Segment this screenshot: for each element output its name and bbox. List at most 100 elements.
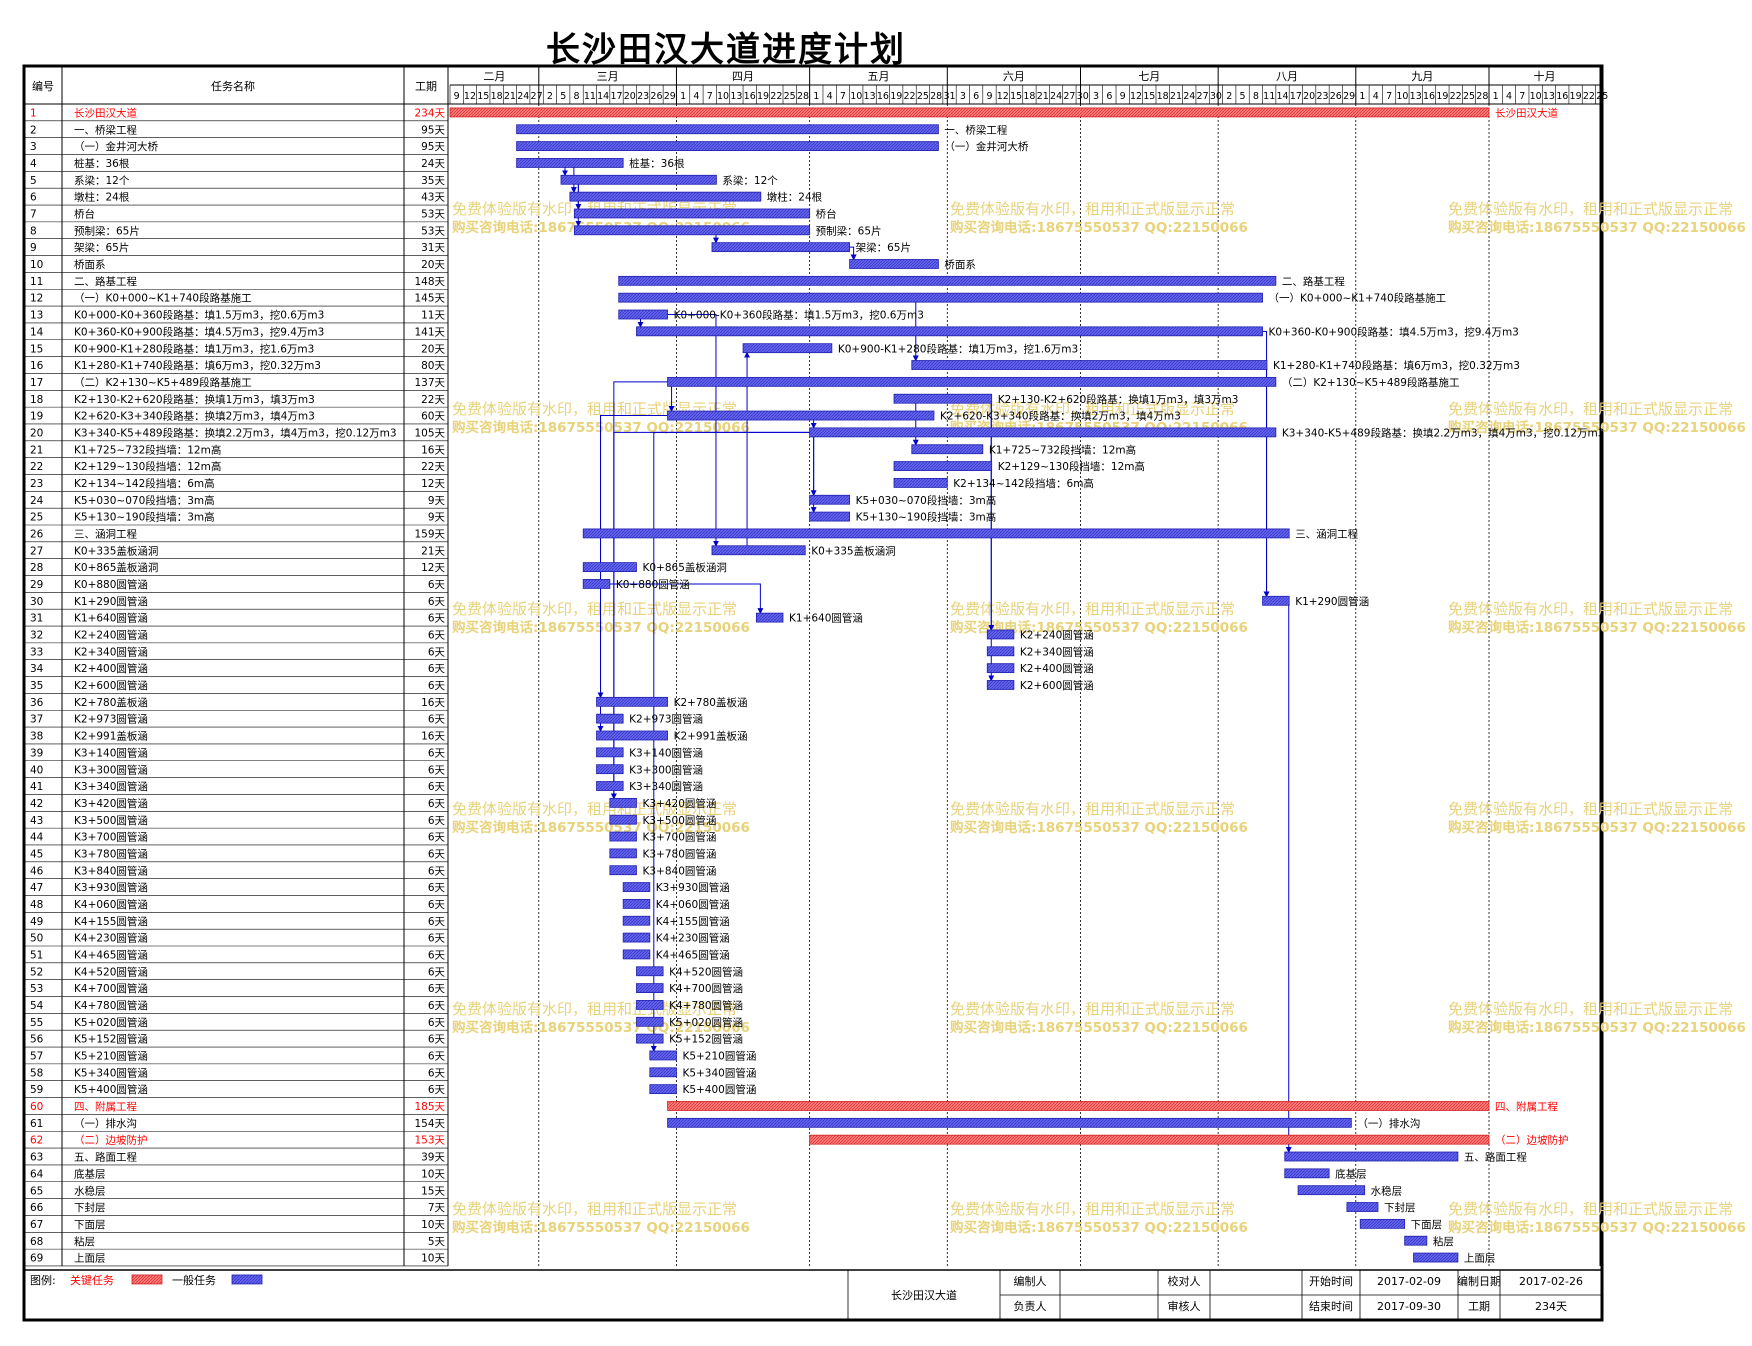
task-bar bbox=[711, 545, 806, 556]
task-no: 57 bbox=[30, 1051, 43, 1063]
dependency-link bbox=[667, 314, 719, 547]
task-name: 水稳层 bbox=[74, 1184, 106, 1197]
footer-project: 长沙田汉大道 bbox=[891, 1288, 957, 1302]
task-bar bbox=[596, 696, 668, 707]
footer-dur-label: 工期 bbox=[1468, 1300, 1490, 1313]
day-label: 19 bbox=[890, 91, 902, 102]
day-label: 19 bbox=[1570, 91, 1582, 102]
task-duration: 6天 bbox=[428, 596, 446, 608]
watermark-line-2: 购买咨询电话:18675550537 QQ:22150066 bbox=[950, 219, 1248, 236]
task-no: 21 bbox=[30, 444, 43, 456]
task-no: 37 bbox=[30, 714, 43, 726]
task-duration: 153天 bbox=[414, 1135, 445, 1147]
task-duration: 12天 bbox=[421, 562, 445, 574]
task-bar bbox=[649, 1067, 677, 1078]
task-bar-label: 一、桥梁工程 bbox=[944, 123, 1007, 136]
day-label: 26 bbox=[650, 91, 662, 102]
task-bar bbox=[596, 781, 624, 791]
task-name: K0+900-K1+280段路基：填1万m3，挖1.6万m3 bbox=[74, 342, 314, 355]
day-label: 13 bbox=[864, 91, 876, 102]
task-bar bbox=[582, 562, 637, 572]
task-name: K1+290圆管涵 bbox=[74, 595, 148, 608]
task-bar-label: K4+465圆管涵 bbox=[656, 949, 730, 962]
task-name: K4+520圆管涵 bbox=[74, 965, 148, 978]
task-bar-label: K3+420圆管涵 bbox=[642, 797, 716, 810]
day-label: 28 bbox=[1476, 91, 1488, 102]
task-bar-label: K0+360-K0+900段路基：填4.5万m3，挖9.4万m3 bbox=[1269, 325, 1519, 338]
task-bar-label: K5+020圆管涵 bbox=[669, 1016, 743, 1029]
day-label: 19 bbox=[1436, 91, 1448, 102]
task-no: 69 bbox=[30, 1253, 43, 1265]
task-no: 59 bbox=[30, 1084, 43, 1096]
task-duration: 6天 bbox=[428, 663, 446, 675]
task-duration: 6天 bbox=[428, 680, 446, 692]
task-no: 27 bbox=[30, 545, 43, 557]
task-duration: 21天 bbox=[421, 545, 445, 557]
task-no: 32 bbox=[30, 630, 43, 642]
task-no: 56 bbox=[30, 1034, 44, 1046]
task-duration: 12天 bbox=[421, 478, 445, 490]
task-bar bbox=[667, 376, 1277, 387]
task-no: 2 bbox=[30, 124, 37, 136]
task-duration: 6天 bbox=[428, 781, 446, 793]
task-duration: 35天 bbox=[421, 175, 445, 187]
day-label: 8 bbox=[1253, 91, 1259, 102]
task-no: 11 bbox=[30, 276, 43, 288]
watermark-line-1: 免费体验版有水印，租用和正式版显示正常 bbox=[1448, 1200, 1733, 1218]
chart-title: 长沙田汉大道进度计划 bbox=[546, 30, 906, 70]
task-duration: 6天 bbox=[428, 1000, 446, 1012]
task-no: 67 bbox=[30, 1219, 43, 1231]
task-bar-label: K1+280-K1+740段路基：填6万m3，挖0.32万m3 bbox=[1273, 359, 1520, 372]
task-duration: 16天 bbox=[421, 731, 445, 743]
day-label: 22 bbox=[1450, 91, 1462, 102]
task-no: 35 bbox=[30, 680, 43, 692]
footer-auditor-label: 审核人 bbox=[1168, 1299, 1201, 1313]
task-bar-label: K3+340-K5+489段路基：换填2.2万m3，填4万m3，挖0.12万m3 bbox=[1282, 426, 1605, 439]
day-label: 18 bbox=[1023, 91, 1035, 102]
task-bar-label: 下面层 bbox=[1411, 1219, 1443, 1231]
task-bar-label: K2+620-K3+340段路基：换填2万m3，填4万m3 bbox=[940, 410, 1181, 423]
task-bar-label: 二、路基工程 bbox=[1282, 275, 1345, 288]
day-label: 24 bbox=[517, 91, 529, 102]
task-bar bbox=[1262, 595, 1290, 606]
task-bar bbox=[636, 1000, 664, 1010]
task-name: 五、路面工程 bbox=[74, 1151, 137, 1164]
task-name: 长沙田汉大道 bbox=[74, 107, 137, 120]
task-no: 60 bbox=[30, 1101, 43, 1113]
task-bar-label: 预制梁：65片 bbox=[816, 224, 882, 237]
task-no: 14 bbox=[30, 326, 44, 338]
task-duration: 6天 bbox=[428, 983, 446, 995]
day-label: 4 bbox=[827, 91, 833, 102]
task-no: 1 bbox=[30, 108, 37, 120]
task-no: 42 bbox=[30, 798, 43, 810]
task-bar-label: 桥面系 bbox=[944, 259, 976, 271]
watermark-line-2: 购买咨询电话:18675550537 QQ:22150066 bbox=[950, 1219, 1248, 1236]
day-label: 21 bbox=[1037, 91, 1049, 102]
month-label: 四月 bbox=[732, 70, 754, 83]
task-bar-label: （二）K2+130~K5+489段路基施工 bbox=[1282, 376, 1460, 389]
task-no: 44 bbox=[30, 832, 44, 844]
footer-reviewer-label: 校对人 bbox=[1168, 1274, 1201, 1288]
watermark-line-1: 免费体验版有水印，租用和正式版显示正常 bbox=[452, 800, 737, 818]
task-duration: 6天 bbox=[428, 916, 446, 928]
day-label: 16 bbox=[1423, 91, 1435, 102]
day-label: 19 bbox=[757, 91, 769, 102]
task-no: 52 bbox=[30, 966, 43, 978]
task-bar-label: K2+991盖板涵 bbox=[674, 730, 748, 743]
watermark-line-1: 免费体验版有水印，租用和正式版显示正常 bbox=[950, 800, 1235, 818]
task-name: K5+210圆管涵 bbox=[74, 1050, 148, 1063]
watermark-line-2: 购买咨询电话:18675550537 QQ:22150066 bbox=[452, 1219, 750, 1236]
task-no: 62 bbox=[30, 1135, 43, 1147]
legend-normal-label: 一般任务 bbox=[172, 1274, 216, 1287]
footer-date-label: 编制日期 bbox=[1457, 1274, 1501, 1288]
task-bar-label: K2+340圆管涵 bbox=[1020, 645, 1094, 658]
task-name: K1+640圆管涵 bbox=[74, 612, 148, 625]
day-label: 1 bbox=[1493, 91, 1499, 102]
day-label: 13 bbox=[730, 91, 742, 102]
task-duration: 6天 bbox=[428, 848, 446, 860]
task-bar bbox=[618, 309, 668, 320]
task-no: 49 bbox=[30, 916, 43, 928]
task-name: K2+340圆管涵 bbox=[74, 645, 148, 658]
task-duration: 6天 bbox=[428, 714, 446, 726]
